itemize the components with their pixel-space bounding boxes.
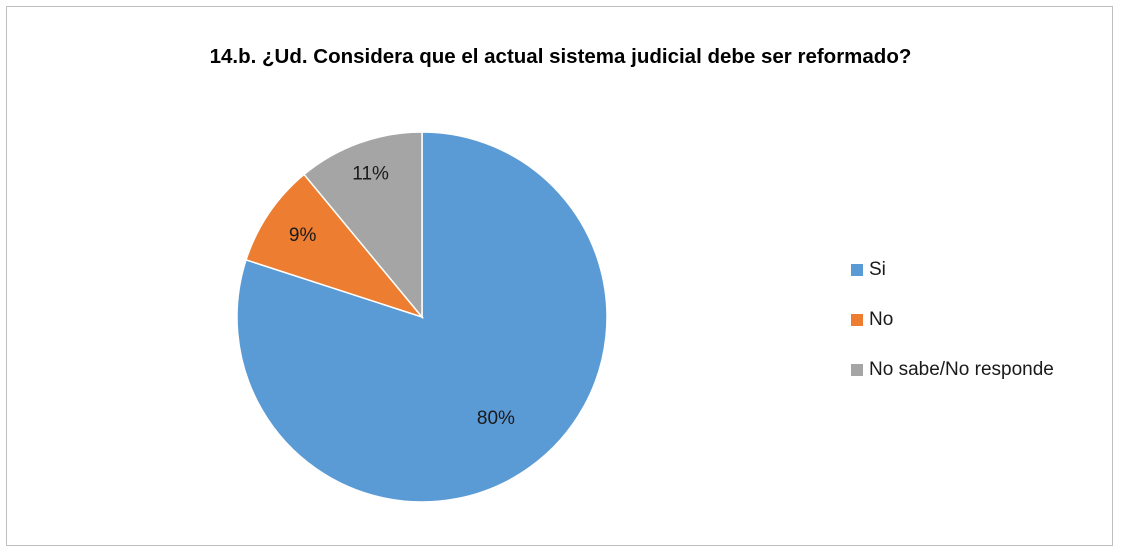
chart-frame: 14.b. ¿Ud. Considera que el actual siste… (6, 6, 1113, 546)
legend-item-no: No (851, 307, 1054, 333)
legend: Si No No sabe/No responde (851, 257, 1054, 407)
pie-slice-no (245, 173, 425, 319)
legend-item-no-sabe: No sabe/No responde (851, 357, 1054, 383)
data-label-no-sabe-no-responde: 11% (352, 163, 389, 184)
legend-label-si: Si (869, 259, 886, 280)
legend-label-no-sabe: No sabe/No responde (869, 359, 1054, 380)
chart-title: 14.b. ¿Ud. Considera que el actual siste… (209, 45, 912, 68)
legend-swatch-no-sabe (851, 364, 863, 376)
pie-slice-no-sabe-no-responde (303, 131, 423, 320)
legend-swatch-si (851, 264, 863, 276)
pie-chart: 80% 9% 11% (236, 131, 608, 503)
legend-item-si: Si (851, 257, 1054, 283)
legend-label-no: No (869, 309, 894, 330)
data-label-no: 9% (289, 225, 317, 246)
data-label-si: 80% (477, 408, 515, 429)
legend-swatch-no (851, 314, 863, 326)
